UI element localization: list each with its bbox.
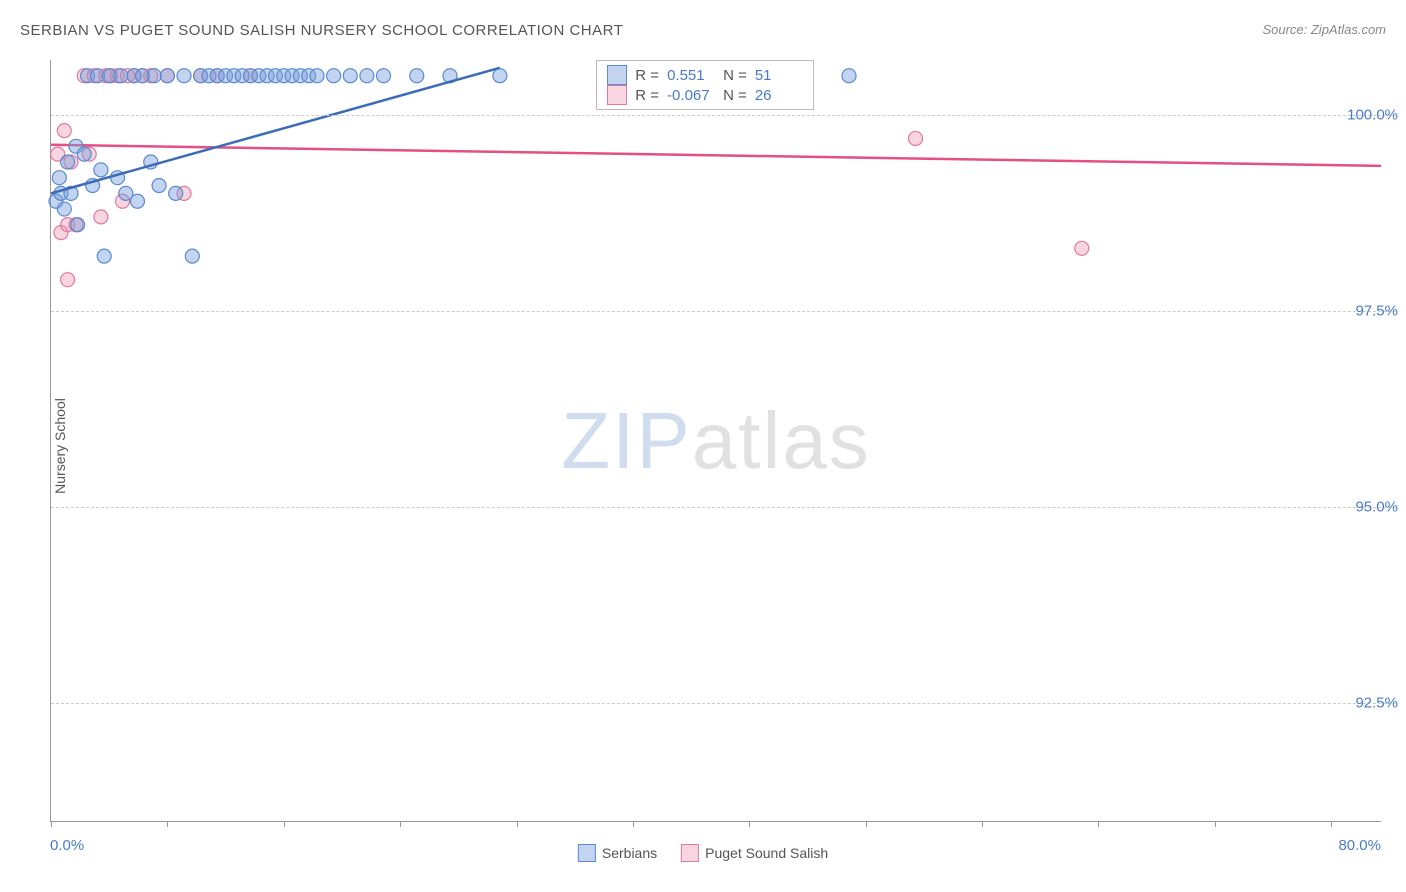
data-point: [842, 69, 856, 83]
legend-swatch-salish: [681, 844, 699, 862]
grid-line: [51, 311, 1396, 312]
r-value-a: 0.551: [667, 67, 715, 84]
data-point: [94, 163, 108, 177]
r-label-a: R =: [635, 67, 659, 84]
data-point: [52, 171, 66, 185]
plot-area: ZIPatlas R = 0.551 N = 51 R = -0.067 N =…: [50, 60, 1381, 822]
x-tick: [1215, 821, 1216, 827]
x-tick: [400, 821, 401, 827]
data-point: [310, 69, 324, 83]
data-point: [177, 69, 191, 83]
x-tick: [1331, 821, 1332, 827]
x-tick: [866, 821, 867, 827]
data-point: [94, 210, 108, 224]
legend-label-salish: Puget Sound Salish: [705, 845, 828, 861]
data-point: [114, 69, 128, 83]
data-point: [1075, 241, 1089, 255]
trend-line: [51, 145, 1381, 166]
data-point: [160, 69, 174, 83]
data-point: [77, 147, 91, 161]
x-tick: [51, 821, 52, 827]
data-point: [97, 249, 111, 263]
data-point: [169, 186, 183, 200]
legend-label-serbians: Serbians: [602, 845, 657, 861]
y-tick-label: 95.0%: [1355, 499, 1398, 516]
data-point: [493, 69, 507, 83]
legend-item-serbians: Serbians: [578, 844, 657, 862]
data-point: [152, 179, 166, 193]
data-point: [57, 202, 71, 216]
x-tick: [633, 821, 634, 827]
data-point: [185, 249, 199, 263]
correlation-legend: R = 0.551 N = 51 R = -0.067 N = 26: [596, 60, 814, 110]
data-point: [343, 69, 357, 83]
n-label-b: N =: [723, 87, 747, 104]
chart-title: SERBIAN VS PUGET SOUND SALISH NURSERY SC…: [20, 22, 623, 39]
x-tick: [982, 821, 983, 827]
bottom-legend: Serbians Puget Sound Salish: [578, 844, 828, 862]
n-value-a: 51: [755, 67, 803, 84]
x-max-label: 80.0%: [1338, 837, 1381, 854]
corr-row-salish: R = -0.067 N = 26: [607, 85, 803, 105]
y-tick-label: 97.5%: [1355, 303, 1398, 320]
y-tick-label: 100.0%: [1347, 106, 1398, 123]
chart-container: SERBIAN VS PUGET SOUND SALISH NURSERY SC…: [0, 0, 1406, 892]
grid-line: [51, 703, 1396, 704]
data-point: [909, 131, 923, 145]
x-tick: [167, 821, 168, 827]
data-point: [61, 155, 75, 169]
x-tick: [517, 821, 518, 827]
x-tick: [284, 821, 285, 827]
r-value-b: -0.067: [667, 87, 715, 104]
legend-swatch-serbians: [578, 844, 596, 862]
data-point: [377, 69, 391, 83]
y-tick-label: 92.5%: [1355, 695, 1398, 712]
corr-row-serbians: R = 0.551 N = 51: [607, 65, 803, 85]
data-point: [360, 69, 374, 83]
data-point: [130, 194, 144, 208]
plot-svg: [51, 60, 1381, 821]
data-point: [410, 69, 424, 83]
x-tick: [1098, 821, 1099, 827]
source-attribution: Source: ZipAtlas.com: [1262, 22, 1386, 37]
swatch-serbians: [607, 65, 627, 85]
n-value-b: 26: [755, 87, 803, 104]
swatch-salish: [607, 85, 627, 105]
data-point: [71, 218, 85, 232]
legend-item-salish: Puget Sound Salish: [681, 844, 828, 862]
r-label-b: R =: [635, 87, 659, 104]
data-point: [147, 69, 161, 83]
trend-line: [51, 68, 500, 194]
data-point: [61, 273, 75, 287]
data-point: [327, 69, 341, 83]
x-tick: [749, 821, 750, 827]
data-point: [57, 124, 71, 138]
n-label-a: N =: [723, 67, 747, 84]
grid-line: [51, 507, 1396, 508]
grid-line: [51, 115, 1396, 116]
x-min-label: 0.0%: [50, 837, 84, 854]
